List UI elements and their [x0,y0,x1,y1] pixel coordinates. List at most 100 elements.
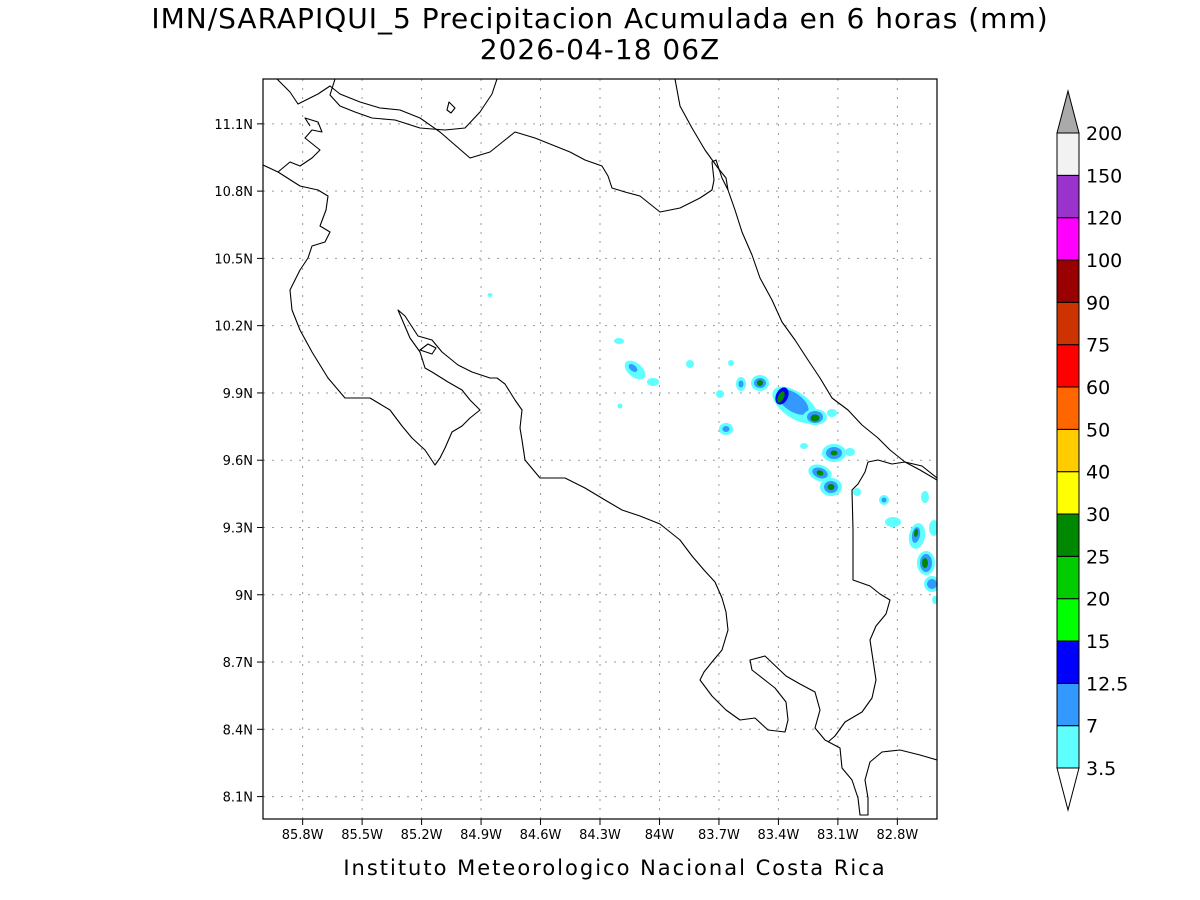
lat-tick-label: 9.6N [223,454,253,469]
lat-tick-label: 10.5N [214,252,253,267]
lat-tick-label: 10.2N [214,320,253,335]
colorbar-label: 200 [1086,123,1122,145]
guanacaste-coast [277,171,937,816]
precip-blob [830,450,838,456]
lon-tick-label: 82.8W [876,828,918,843]
nicaragua-east-coast [674,79,729,191]
precip-blob [800,443,808,449]
lon-tick-label: 84W [645,828,675,843]
precip-blob [881,497,887,503]
colorbar-label: 100 [1086,250,1122,272]
precip-blob [922,558,928,568]
colorbar-label: 15 [1086,631,1110,653]
lon-tick-label: 84.9W [460,828,502,843]
precip-blob [487,293,493,297]
colorbar-label: 40 [1086,462,1110,484]
lon-tick-label: 85.2W [401,828,443,843]
lon-tick-label: 85.8W [282,828,324,843]
lat-tick-label: 9N [235,589,253,604]
colorbar-bin [1056,428,1080,473]
colorbar-bin [1056,640,1080,684]
lat-tick-label: 9.9N [223,387,253,402]
colorbar-bin [1056,174,1080,219]
colorbar-bin [1056,725,1080,769]
map-axes: 85.8W 85.5W 85.2W 84.9W 84.6W 84.3W 84W 83.7W 83… [214,118,918,843]
precip-blob [827,484,835,490]
lon-tick-label: 83.7W [698,828,740,843]
lon-tick-label: 83.1W [817,828,859,843]
lat-tick-label: 8.1N [223,791,253,806]
precip-blob [816,470,824,476]
lat-tick-label: 11.1N [214,118,253,133]
colorbar-label: 20 [1086,589,1110,611]
colorbar-bin [1056,217,1080,261]
lon-tick-label: 84.6W [520,828,562,843]
colorbar-bin [1056,598,1080,642]
caribbean-coast [727,189,937,481]
precip-blob [617,403,623,409]
colorbar-label: 12.5 [1086,673,1128,695]
coastline-layer [263,79,937,816]
colorbar-bin [1056,682,1080,727]
precip-blob [921,491,929,503]
colorbar-label: 7 [1086,716,1098,738]
colorbar-bin [1056,386,1080,430]
precip-blob [728,360,734,366]
precip-blob [827,409,837,417]
precip-blob [810,414,820,422]
colorbar-label: 60 [1086,377,1110,399]
colorbar-bin [1056,301,1080,346]
colorbar-bin [1056,471,1080,515]
precip-blob [932,596,937,604]
colorbar: 3.5 7 12.5 15 20 25 30 40 50 60 75 90 100 120 150 200 [1056,89,1128,812]
lat-tick-label: 9.3N [223,521,253,536]
chart-title: IMN/SARAPIQUI_5 Precipitacion Acumulada … [151,2,1049,35]
colorbar-bin [1056,513,1080,557]
lake-island [446,101,456,114]
precip-blob [913,529,919,537]
nicaragua-coast [276,79,729,213]
lat-tick-label: 8.4N [223,723,253,738]
nicoya-island [419,343,437,355]
colorbar-bin [1056,259,1080,303]
chart-timestamp: 2026-04-18 06Z [479,33,721,66]
colorbar-label: 25 [1086,546,1110,568]
precip-blob [647,378,659,386]
colorbar-lower-arrow [1056,767,1080,812]
precip-blob [738,380,744,388]
pacific-coast-nw [263,117,323,173]
colorbar-bin [1056,132,1080,176]
precip-blob [845,448,855,456]
lon-tick-label: 84.3W [579,828,621,843]
panama-border [827,459,937,743]
precip-blob [614,338,624,344]
precip-field [487,293,937,604]
lon-tick-label: 85.5W [341,828,383,843]
precip-blob [929,520,937,536]
precip-blob [722,426,730,432]
colorbar-label: 150 [1086,165,1122,187]
colorbar-label: 3.5 [1086,758,1116,780]
colorbar-label: 50 [1086,419,1110,441]
colorbar-upper-arrow [1056,89,1080,134]
colorbar-bin [1056,555,1080,600]
colorbar-label: 75 [1086,335,1110,357]
precip-blob [716,390,724,398]
precip-blob [927,579,937,589]
footer-credit: Instituto Meteorologico Nacional Costa R… [343,856,887,880]
colorbar-label: 30 [1086,504,1110,526]
colorbar-label: 120 [1086,208,1122,230]
precip-blob [885,517,901,527]
lat-tick-label: 8.7N [223,656,253,671]
lat-tick-label: 10.8N [214,185,253,200]
colorbar-label: 90 [1086,292,1110,314]
precip-blob [686,360,694,368]
lake-nicaragua-shore [329,79,498,131]
precip-blob [757,380,763,386]
precip-blob [628,364,638,372]
colorbar-bin [1056,344,1080,388]
precip-blob [777,391,785,403]
precip-blob [853,488,861,496]
lon-tick-label: 83.4W [758,828,800,843]
